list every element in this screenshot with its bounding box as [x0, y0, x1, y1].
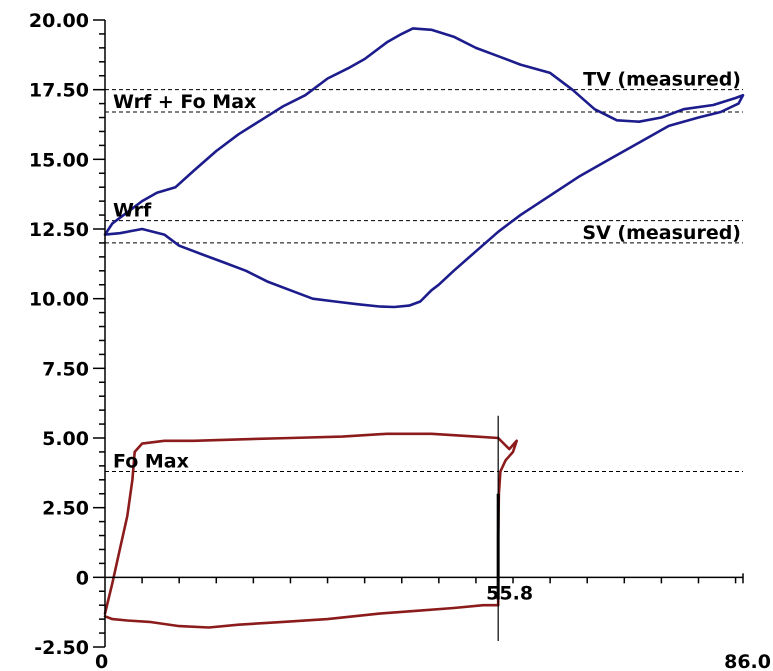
reference-line-label: SV (measured)	[582, 222, 741, 244]
y-tick-label: 20.00	[29, 10, 89, 32]
y-tick-label: 10.00	[29, 289, 89, 311]
y-tick-label: 7.50	[42, 358, 89, 380]
series-line-1	[103, 432, 519, 629]
series-line-0	[103, 27, 745, 309]
cursor-label: 55.8	[486, 582, 533, 604]
y-tick-label: 15.00	[29, 149, 89, 171]
y-tick-label: 12.50	[29, 219, 89, 241]
y-tick-label: 17.50	[29, 80, 89, 102]
reference-line-label: TV (measured)	[583, 69, 741, 91]
y-tick-label: 0	[76, 567, 89, 589]
x-tick-label: 0	[95, 651, 108, 671]
axes	[93, 19, 744, 648]
reference-line-label: Wrf + Fo Max	[113, 91, 256, 113]
labels: 20.00 17.50 15.00 12.50 10.00 7.50 5.00 2.50 0 -2…	[29, 10, 771, 671]
y-tick-label: 5.00	[42, 428, 89, 450]
reference-line-label: Wrf	[113, 200, 152, 222]
reference-lines	[105, 89, 743, 472]
y-tick-label: -2.50	[34, 637, 89, 659]
reference-line-label: Fo Max	[113, 450, 189, 472]
y-tick-label: 2.50	[42, 498, 89, 520]
series-layer	[103, 27, 745, 629]
x-tick-label: 86.0	[724, 651, 771, 671]
